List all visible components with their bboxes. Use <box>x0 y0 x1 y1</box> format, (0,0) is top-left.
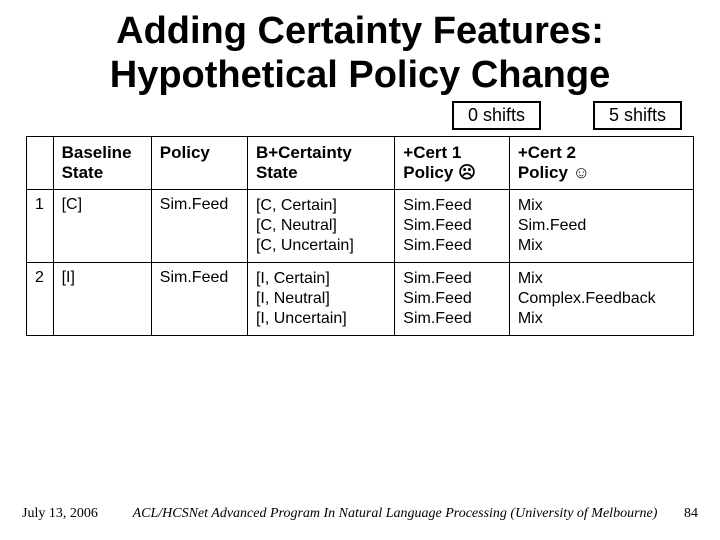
cert1-line: Sim.Feed <box>403 216 501 236</box>
bcert-line: [C, Certain] <box>256 196 386 216</box>
th-cert1-sub: Policy <box>403 163 458 182</box>
cert2-line: Mix <box>518 309 685 329</box>
cert1-line: Sim.Feed <box>403 289 501 309</box>
footer-date: July 13, 2006 <box>22 506 132 522</box>
title-line-2: Hypothetical Policy Change <box>110 54 610 96</box>
cert1-line: Sim.Feed <box>403 269 501 289</box>
th-num <box>27 137 54 190</box>
bcert-line: [I, Certain] <box>256 269 386 289</box>
th-cert1-label: +Cert 1 <box>403 143 461 162</box>
footer-venue: ACL/HCSNet Advanced Program In Natural L… <box>132 506 658 522</box>
th-baseline-state: Baseline State <box>53 137 151 190</box>
cell-cert1: Sim.Feed Sim.Feed Sim.Feed <box>395 263 510 336</box>
title-line-1: Adding Certainty Features: <box>116 10 604 52</box>
th-cert2-sub: Policy <box>518 163 573 182</box>
cell-bcert: [C, Certain] [C, Neutral] [C, Uncertain] <box>247 190 394 263</box>
table-body: 1 [C] Sim.Feed [C, Certain] [C, Neutral]… <box>27 190 694 336</box>
cell-cert1: Sim.Feed Sim.Feed Sim.Feed <box>395 190 510 263</box>
cert1-line: Sim.Feed <box>403 196 501 216</box>
table-row: 2 [I] Sim.Feed [I, Certain] [I, Neutral]… <box>27 263 694 336</box>
cell-cert2: Mix Sim.Feed Mix <box>509 190 693 263</box>
cert1-line: Sim.Feed <box>403 236 501 256</box>
slide: Adding Certainty Features: Hypothetical … <box>0 0 720 540</box>
table-header-row: Baseline State Policy B+Certainty State … <box>27 137 694 190</box>
cell-baseline: [I] <box>53 263 151 336</box>
th-cert2-label: +Cert 2 <box>518 143 576 162</box>
shift-box-5: 5 shifts <box>593 101 682 130</box>
cell-num: 1 <box>27 190 54 263</box>
cell-policy: Sim.Feed <box>151 190 247 263</box>
smile-icon: ☺ <box>573 163 590 182</box>
th-bcert-state: B+Certainty State <box>247 137 394 190</box>
shift-labels-row: 0 shifts 5 shifts <box>20 101 700 130</box>
policy-table: Baseline State Policy B+Certainty State … <box>26 136 694 336</box>
cell-baseline: [C] <box>53 190 151 263</box>
bcert-line: [C, Uncertain] <box>256 236 386 256</box>
cert2-line: Mix <box>518 269 685 289</box>
slide-footer: July 13, 2006 ACL/HCSNet Advanced Progra… <box>0 506 720 522</box>
table-header: Baseline State Policy B+Certainty State … <box>27 137 694 190</box>
slide-title: Adding Certainty Features: Hypothetical … <box>20 10 700 97</box>
cell-cert2: Mix Complex.Feedback Mix <box>509 263 693 336</box>
cert2-line: Mix <box>518 196 685 216</box>
bcert-line: [I, Neutral] <box>256 289 386 309</box>
bcert-line: [C, Neutral] <box>256 216 386 236</box>
cert2-line: Complex.Feedback <box>518 289 685 309</box>
cell-bcert: [I, Certain] [I, Neutral] [I, Uncertain] <box>247 263 394 336</box>
bcert-line: [I, Uncertain] <box>256 309 386 329</box>
cert2-line: Mix <box>518 236 685 256</box>
cert2-line: Sim.Feed <box>518 216 685 236</box>
th-cert2: +Cert 2 Policy ☺ <box>509 137 693 190</box>
footer-page-number: 84 <box>658 506 698 522</box>
shift-box-0: 0 shifts <box>452 101 541 130</box>
th-cert1: +Cert 1 Policy ☹ <box>395 137 510 190</box>
cell-policy: Sim.Feed <box>151 263 247 336</box>
frown-icon: ☹ <box>458 163 476 182</box>
cell-num: 2 <box>27 263 54 336</box>
cert1-line: Sim.Feed <box>403 309 501 329</box>
th-policy: Policy <box>151 137 247 190</box>
table-row: 1 [C] Sim.Feed [C, Certain] [C, Neutral]… <box>27 190 694 263</box>
